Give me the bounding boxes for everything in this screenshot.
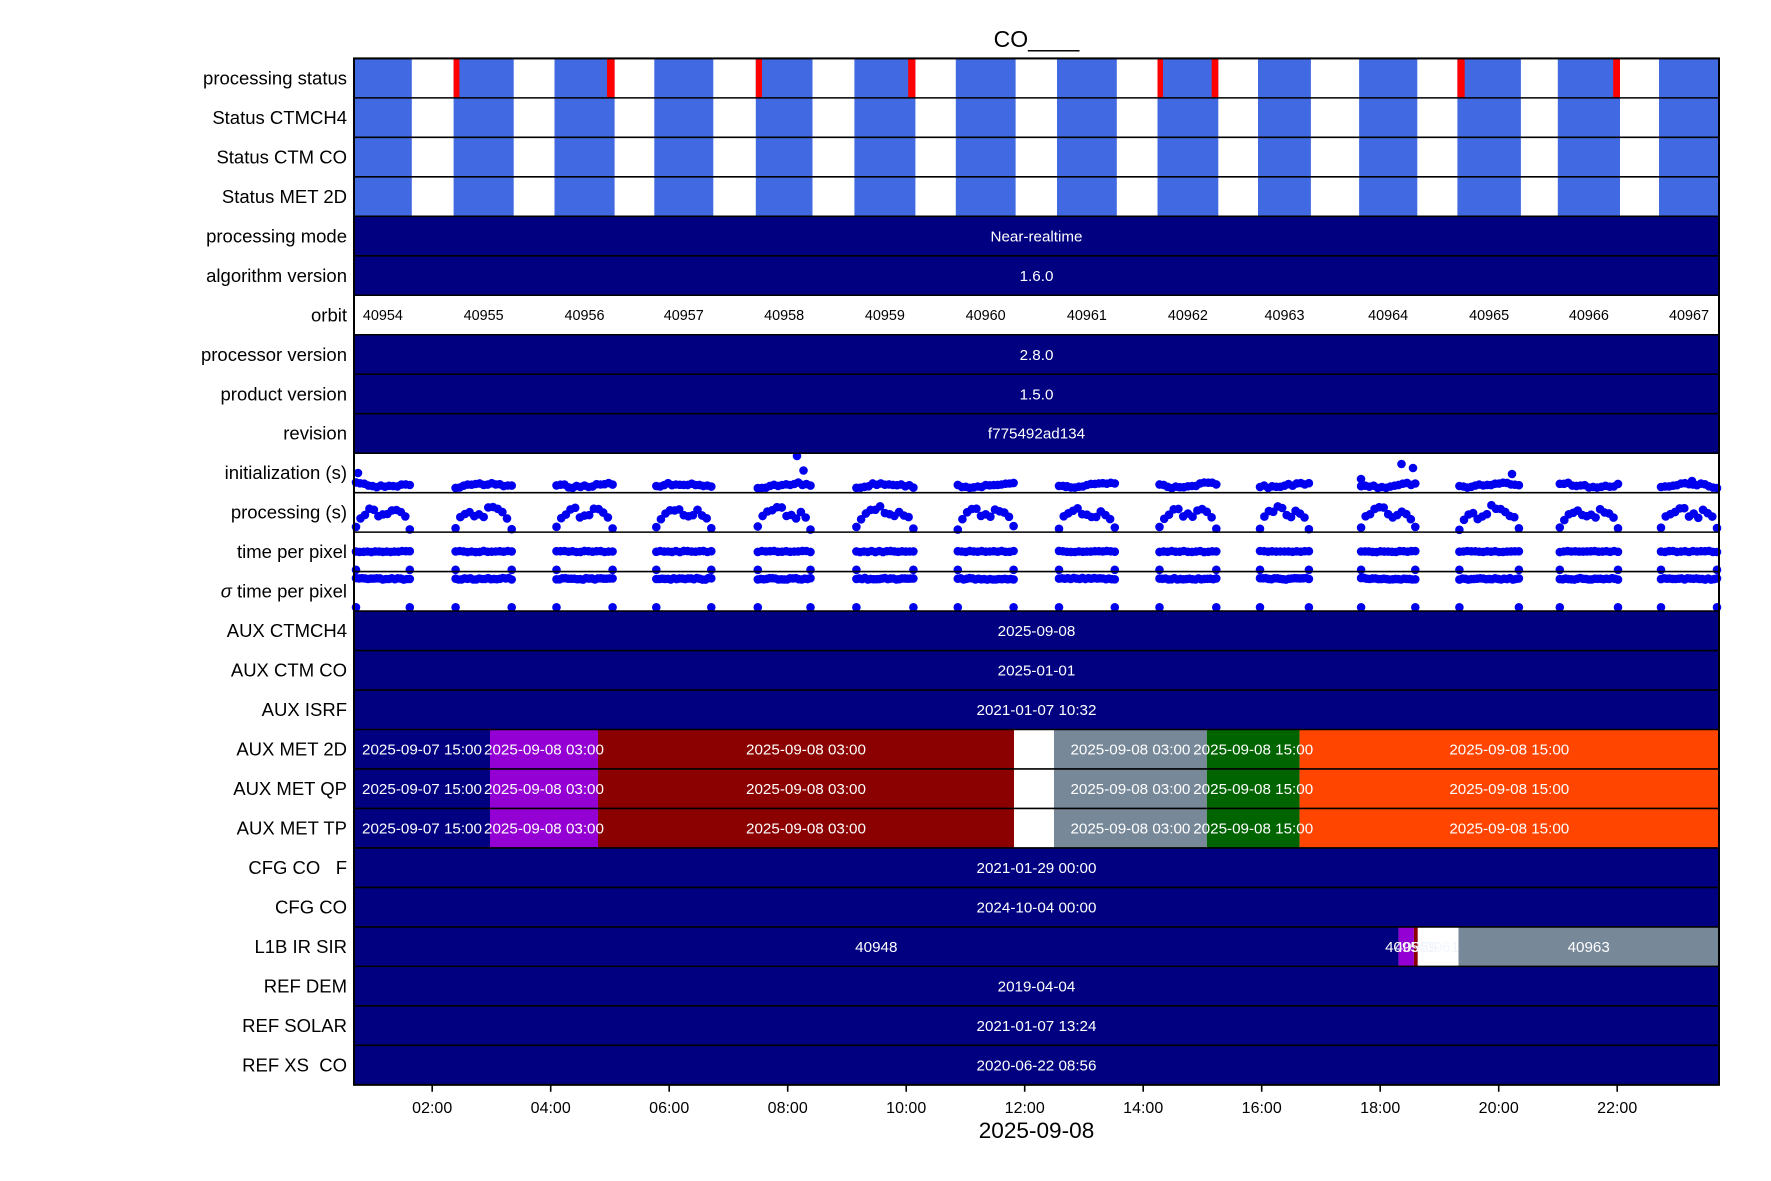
svg-text:40966: 40966	[1569, 308, 1609, 324]
svg-text:2025-09-08 03:00: 2025-09-08 03:00	[484, 821, 604, 838]
svg-text:product version: product version	[221, 383, 347, 404]
svg-text:40962: 40962	[1168, 308, 1208, 324]
svg-text:Status CTMCH4: Status CTMCH4	[212, 107, 347, 128]
svg-text:40960: 40960	[966, 308, 1006, 324]
svg-text:AUX CTMCH4: AUX CTMCH4	[227, 620, 347, 641]
svg-text:2025-09-07 15:00: 2025-09-07 15:00	[362, 781, 482, 798]
svg-text:2025-09-08 03:00: 2025-09-08 03:00	[746, 742, 866, 759]
svg-text:2025-09-08 15:00: 2025-09-08 15:00	[1449, 742, 1569, 759]
svg-text:06:00: 06:00	[649, 1100, 689, 1117]
svg-text:12:00: 12:00	[1005, 1100, 1045, 1117]
svg-text:AUX MET 2D: AUX MET 2D	[236, 739, 347, 760]
svg-text:2025-09-08 15:00: 2025-09-08 15:00	[1193, 821, 1313, 838]
svg-text:2025-09-08 03:00: 2025-09-08 03:00	[1070, 821, 1190, 838]
svg-text:2025-09-08 15:00: 2025-09-08 15:00	[1193, 742, 1313, 759]
svg-text:REF XS CO: REF XS CO	[242, 1054, 347, 1075]
svg-text:40959: 40959	[865, 308, 905, 324]
svg-text:02:00: 02:00	[412, 1100, 452, 1117]
svg-text:2.8.0: 2.8.0	[1020, 347, 1054, 364]
svg-text:processing mode: processing mode	[206, 225, 347, 246]
svg-text:14:00: 14:00	[1123, 1100, 1163, 1117]
svg-text:04:00: 04:00	[531, 1100, 571, 1117]
svg-text:40963: 40963	[1264, 308, 1304, 324]
svg-text:40954: 40954	[363, 308, 403, 324]
svg-text:10:00: 10:00	[886, 1100, 926, 1117]
svg-text:2025-09-08 15:00: 2025-09-08 15:00	[1449, 781, 1569, 798]
svg-text:f775492ad134: f775492ad134	[988, 426, 1085, 443]
svg-text:processor version: processor version	[201, 344, 347, 365]
svg-text:algorithm version: algorithm version	[206, 265, 347, 286]
svg-text:2019-04-04: 2019-04-04	[998, 978, 1076, 995]
svg-text:2025-09-08 03:00: 2025-09-08 03:00	[1070, 742, 1190, 759]
svg-text:2025-09-08 03:00: 2025-09-08 03:00	[484, 742, 604, 759]
svg-text:2025-09-08 03:00: 2025-09-08 03:00	[746, 821, 866, 838]
svg-text:2025-09-08 15:00: 2025-09-08 15:00	[1449, 821, 1569, 838]
svg-text:08:00: 08:00	[768, 1100, 808, 1117]
svg-text:2025-09-08 03:00: 2025-09-08 03:00	[746, 781, 866, 798]
svg-text:2025-09-08 03:00: 2025-09-08 03:00	[1070, 781, 1190, 798]
svg-text:Status CTM CO: Status CTM CO	[216, 146, 347, 167]
svg-text:orbit: orbit	[311, 304, 347, 325]
svg-text:2024-10-04 00:00: 2024-10-04 00:00	[977, 900, 1097, 917]
svg-text:2025-09-08: 2025-09-08	[979, 1118, 1095, 1143]
svg-text:REF SOLAR: REF SOLAR	[242, 1015, 347, 1036]
svg-text:40958: 40958	[1385, 939, 1427, 956]
svg-text:2025-09-08 03:00: 2025-09-08 03:00	[484, 781, 604, 798]
svg-text:40956: 40956	[564, 308, 604, 324]
svg-text:40965: 40965	[1469, 308, 1509, 324]
svg-text:2021-01-07 10:32: 2021-01-07 10:32	[977, 702, 1097, 719]
svg-text:2025-09-08: 2025-09-08	[998, 623, 1076, 640]
svg-text:CFG CO F: CFG CO F	[248, 857, 347, 878]
svg-text:AUX MET TP: AUX MET TP	[237, 818, 347, 839]
svg-text:40961: 40961	[1417, 939, 1459, 956]
svg-text:L1B IR SIR: L1B IR SIR	[254, 936, 347, 957]
svg-text:REF DEM: REF DEM	[264, 975, 347, 996]
svg-text:processing (s): processing (s)	[231, 502, 347, 523]
svg-text:22:00: 22:00	[1597, 1100, 1637, 1117]
svg-text:processing status: processing status	[203, 67, 347, 88]
svg-text:AUX CTM CO: AUX CTM CO	[231, 660, 347, 681]
svg-text:2025-09-07 15:00: 2025-09-07 15:00	[362, 742, 482, 759]
svg-text:18:00: 18:00	[1360, 1100, 1400, 1117]
svg-text:AUX ISRF: AUX ISRF	[262, 699, 347, 720]
svg-text:40959: 40959	[1395, 939, 1437, 956]
svg-text:40964: 40964	[1368, 308, 1408, 324]
svg-text:CO____: CO____	[994, 26, 1081, 52]
svg-text:2025-01-01: 2025-01-01	[998, 663, 1076, 680]
svg-text:40957: 40957	[664, 308, 704, 324]
svg-text:40963: 40963	[1568, 939, 1610, 956]
svg-text:2021-01-07 13:24: 2021-01-07 13:24	[977, 1018, 1097, 1035]
svg-text:40958: 40958	[764, 308, 804, 324]
svg-text:2021-01-29 00:00: 2021-01-29 00:00	[977, 860, 1097, 877]
svg-text:σ time per pixel: σ time per pixel	[221, 580, 347, 601]
svg-text:CFG CO: CFG CO	[275, 897, 347, 918]
svg-text:40961: 40961	[1067, 308, 1107, 324]
svg-text:initialization (s): initialization (s)	[225, 462, 347, 483]
svg-text:Status MET 2D: Status MET 2D	[222, 186, 347, 207]
svg-text:1.6.0: 1.6.0	[1020, 268, 1054, 285]
svg-text:2025-09-07 15:00: 2025-09-07 15:00	[362, 821, 482, 838]
svg-text:revision: revision	[283, 423, 347, 444]
svg-text:AUX MET QP: AUX MET QP	[233, 778, 347, 799]
svg-text:20:00: 20:00	[1479, 1100, 1519, 1117]
svg-text:40948: 40948	[855, 939, 897, 956]
svg-text:2025-09-08 15:00: 2025-09-08 15:00	[1193, 781, 1313, 798]
svg-text:1.5.0: 1.5.0	[1020, 386, 1054, 403]
svg-text:40955: 40955	[464, 308, 504, 324]
svg-text:Near-realtime: Near-realtime	[991, 228, 1083, 245]
svg-text:time per pixel: time per pixel	[237, 541, 347, 562]
svg-text:16:00: 16:00	[1242, 1100, 1282, 1117]
svg-text:40967: 40967	[1669, 308, 1709, 324]
svg-text:2020-06-22 08:56: 2020-06-22 08:56	[977, 1057, 1097, 1074]
